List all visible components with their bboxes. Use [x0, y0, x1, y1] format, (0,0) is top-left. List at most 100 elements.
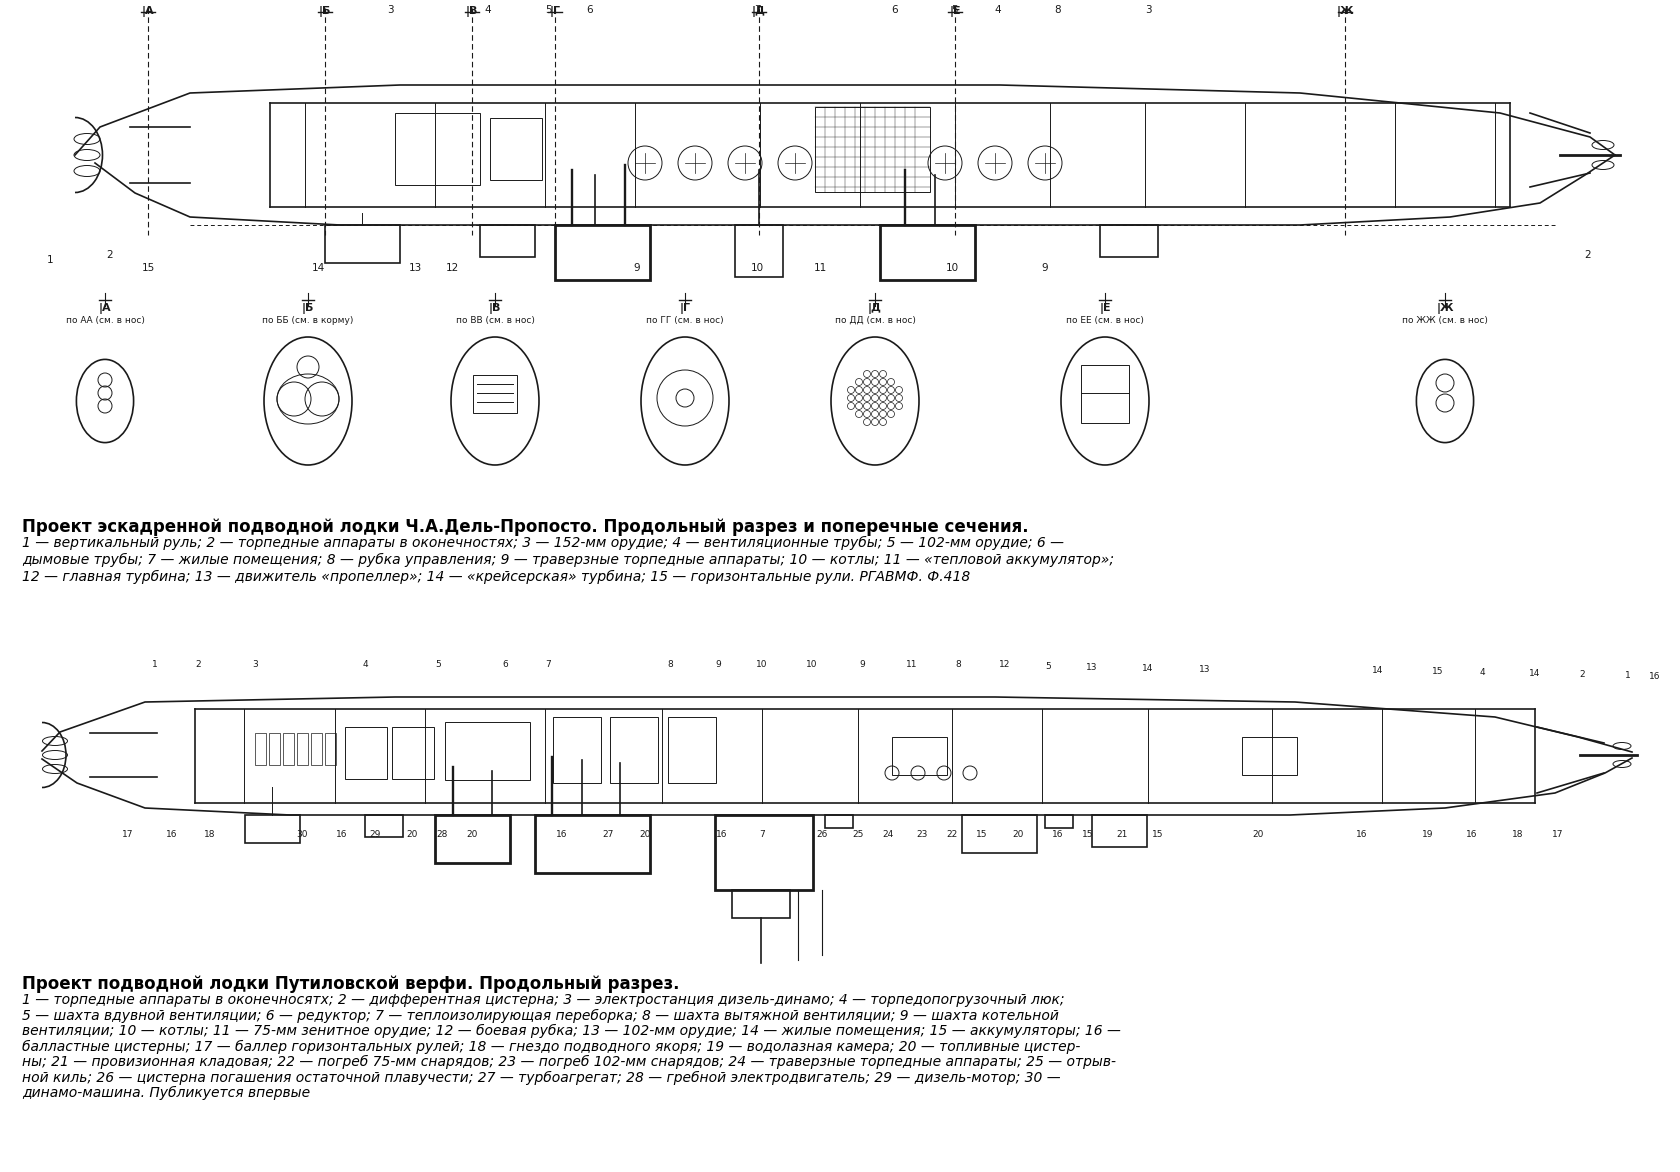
Bar — [491, 118, 543, 180]
Text: 8: 8 — [956, 660, 961, 669]
Bar — [1242, 737, 1297, 775]
Text: 15: 15 — [141, 263, 155, 273]
Text: 4: 4 — [995, 5, 1001, 15]
Text: по ББ (см. в корму): по ББ (см. в корму) — [262, 316, 354, 325]
Text: 13: 13 — [1087, 663, 1097, 672]
Bar — [474, 375, 517, 413]
Text: 9: 9 — [633, 263, 640, 273]
Text: |Д: |Д — [869, 304, 882, 314]
Text: 27: 27 — [603, 830, 613, 839]
Text: 16: 16 — [1467, 830, 1478, 839]
Text: динамо-машина. Публикуется впервые: динамо-машина. Публикуется впервые — [22, 1086, 311, 1101]
Text: 25: 25 — [852, 830, 864, 839]
Bar — [395, 113, 480, 185]
Text: Проект эскадренной подводной лодки Ч.А.Дель-Пропосто. Продольный разрез и попере: Проект эскадренной подводной лодки Ч.А.Д… — [22, 518, 1028, 536]
Text: 14: 14 — [1142, 665, 1154, 673]
Text: 2: 2 — [1584, 250, 1591, 260]
Bar — [324, 732, 336, 765]
Bar — [1100, 225, 1158, 257]
Bar — [255, 732, 265, 765]
Text: |Б: |Б — [319, 6, 331, 18]
Text: 2: 2 — [195, 660, 202, 669]
Bar — [534, 815, 650, 873]
Text: 16: 16 — [1052, 830, 1063, 839]
Text: вентиляции; 10 — котлы; 11 — 75-мм зенитное орудие; 12 — боевая рубка; 13 — 102-: вентиляции; 10 — котлы; 11 — 75-мм зенит… — [22, 1024, 1121, 1038]
Text: |В: |В — [465, 6, 479, 18]
Text: 28: 28 — [437, 830, 447, 839]
Text: 14: 14 — [311, 263, 324, 273]
Text: 3: 3 — [386, 5, 393, 15]
Text: 17: 17 — [1552, 830, 1564, 839]
Text: 8: 8 — [667, 660, 674, 669]
Text: |Д: |Д — [753, 6, 766, 18]
Bar — [553, 717, 601, 783]
Text: 13: 13 — [1200, 665, 1211, 674]
Text: 5 — шахта вдувной вентиляции; 6 — редуктор; 7 — теплоизолирующая переборка; 8 — : 5 — шахта вдувной вентиляции; 6 — редукт… — [22, 1008, 1058, 1023]
Text: Проект подводной лодки Путиловской верфи. Продольный разрез.: Проект подводной лодки Путиловской верфи… — [22, 975, 679, 993]
Text: 18: 18 — [205, 830, 215, 839]
Text: 7: 7 — [754, 5, 761, 15]
Bar — [880, 225, 974, 280]
Text: 2: 2 — [108, 250, 113, 260]
Text: 6: 6 — [892, 5, 899, 15]
Bar — [963, 815, 1037, 853]
Text: 30: 30 — [296, 830, 307, 839]
Text: |В: |В — [489, 304, 501, 314]
Bar — [480, 225, 534, 257]
Text: 16: 16 — [1650, 672, 1662, 681]
Text: 22: 22 — [946, 830, 958, 839]
Text: 20: 20 — [467, 830, 477, 839]
Text: 20: 20 — [640, 830, 650, 839]
Text: 7: 7 — [759, 830, 764, 839]
Text: 8: 8 — [1055, 5, 1062, 15]
Text: |А: |А — [99, 304, 111, 314]
Bar — [245, 815, 301, 843]
Bar — [736, 225, 783, 277]
Text: |А: |А — [141, 6, 155, 18]
Text: 5: 5 — [951, 5, 958, 15]
Bar — [1080, 364, 1129, 423]
Bar — [391, 727, 433, 779]
Text: 12: 12 — [445, 263, 459, 273]
Text: 17: 17 — [123, 830, 134, 839]
Text: 11: 11 — [813, 263, 827, 273]
Text: 2: 2 — [1579, 670, 1584, 679]
Text: ной киль; 26 — цистерна погашения остаточной плавучести; 27 — турбоагрегат; 28 —: ной киль; 26 — цистерна погашения остато… — [22, 1070, 1060, 1084]
Text: 5: 5 — [435, 660, 440, 669]
Text: по ЖЖ (см. в нос): по ЖЖ (см. в нос) — [1403, 316, 1488, 325]
Bar — [311, 732, 323, 765]
Bar — [1045, 815, 1074, 827]
Bar — [825, 815, 853, 827]
Text: 24: 24 — [882, 830, 894, 839]
Text: 1: 1 — [1625, 672, 1631, 680]
Text: 10: 10 — [946, 263, 959, 273]
Text: 9: 9 — [716, 660, 721, 669]
Text: 10: 10 — [806, 660, 818, 669]
Text: 16: 16 — [1356, 830, 1368, 839]
Text: 13: 13 — [408, 263, 422, 273]
Text: 6: 6 — [502, 660, 507, 669]
Bar — [732, 890, 790, 918]
Text: 20: 20 — [1013, 830, 1023, 839]
Bar — [815, 107, 931, 192]
Text: 4: 4 — [1478, 668, 1485, 677]
Text: 14: 14 — [1373, 666, 1384, 675]
Bar — [435, 815, 511, 863]
Text: по ГГ (см. в нос): по ГГ (см. в нос) — [647, 316, 724, 325]
Text: 9: 9 — [1042, 263, 1048, 273]
Bar — [554, 225, 650, 280]
Bar — [445, 722, 529, 781]
Bar — [297, 732, 307, 765]
Text: 19: 19 — [1423, 830, 1433, 839]
Text: по ВВ (см. в нос): по ВВ (см. в нос) — [455, 316, 534, 325]
Bar — [1092, 815, 1147, 847]
Text: 5: 5 — [1045, 662, 1052, 672]
Text: 5: 5 — [544, 5, 551, 15]
Text: 26: 26 — [816, 830, 828, 839]
Text: балластные цистерны; 17 — баллер горизонтальных рулей; 18 — гнездо подводного як: балластные цистерны; 17 — баллер горизон… — [22, 1040, 1080, 1054]
Text: по ДД (см. в нос): по ДД (см. в нос) — [835, 316, 916, 325]
Text: по ЕЕ (см. в нос): по ЕЕ (см. в нос) — [1067, 316, 1144, 325]
Text: 29: 29 — [370, 830, 381, 839]
Text: 10: 10 — [756, 660, 768, 669]
Text: 3: 3 — [252, 660, 257, 669]
